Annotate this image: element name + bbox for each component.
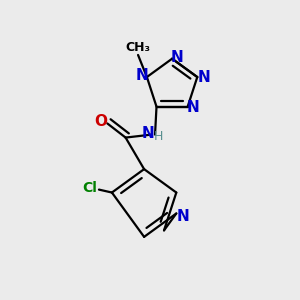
Text: N: N [187,100,199,115]
Text: O: O [94,114,107,129]
Text: H: H [154,130,163,143]
Text: Cl: Cl [82,181,97,195]
Text: N: N [135,68,148,83]
Text: N: N [141,126,154,141]
Text: N: N [197,70,210,85]
Text: N: N [171,50,184,65]
Text: N: N [176,209,189,224]
Text: CH₃: CH₃ [125,41,151,54]
